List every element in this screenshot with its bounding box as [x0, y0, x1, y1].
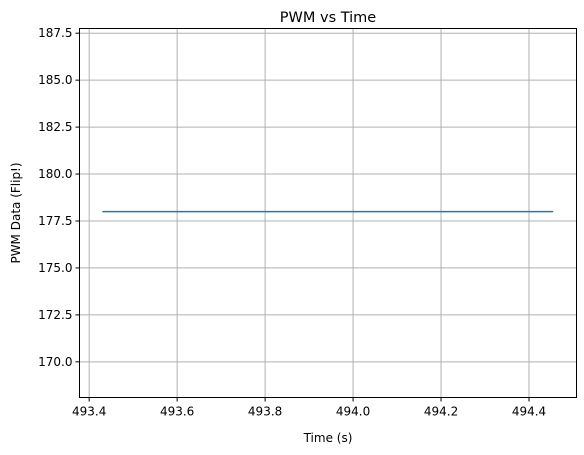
x-tick-label: 494.0: [336, 405, 370, 419]
x-tick-label: 493.6: [160, 405, 194, 419]
y-tick-label: 182.5: [38, 120, 72, 134]
y-tick-label: 185.0: [38, 73, 72, 87]
x-tick-label: 493.4: [72, 405, 106, 419]
y-tick-label: 187.5: [38, 26, 72, 40]
x-tick-label: 493.8: [248, 405, 282, 419]
y-tick-label: 180.0: [38, 167, 72, 181]
x-tick-label: 494.2: [424, 405, 458, 419]
y-axis-ticks: 170.0 172.5 175.0 177.5 180.0 182.5 185.0 187.5: [38, 26, 80, 369]
y-tick-label: 170.0: [38, 355, 72, 369]
chart-title: PWM vs Time: [280, 10, 377, 26]
y-tick-label: 177.5: [38, 214, 72, 228]
y-axis-label: PWM Data (Flip!): [9, 162, 23, 263]
x-tick-label: 494.4: [512, 405, 546, 419]
x-axis-label: Time (s): [303, 431, 353, 445]
y-tick-label: 172.5: [38, 308, 72, 322]
grid: [79, 28, 577, 398]
y-tick-label: 175.0: [38, 261, 72, 275]
x-axis-ticks: 493.4 493.6 493.8 494.0 494.2 494.4: [72, 397, 546, 419]
plot-frame: [79, 28, 577, 398]
